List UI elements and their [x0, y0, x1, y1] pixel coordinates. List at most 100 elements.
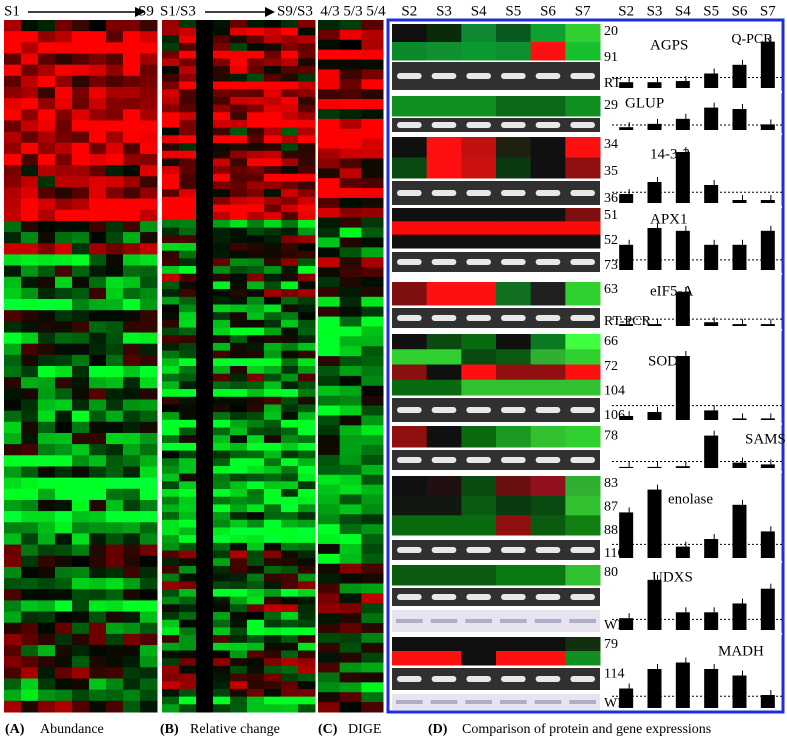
- gel-band: [432, 315, 457, 321]
- heat-cell: [281, 466, 299, 474]
- heat-cell: [55, 701, 73, 713]
- heat-cell: [531, 380, 566, 396]
- heat-cell: [298, 497, 316, 505]
- heat-cell: [340, 564, 362, 574]
- heat-cell: [361, 623, 383, 633]
- heat-cell: [179, 389, 197, 397]
- heat-cell: [298, 420, 316, 428]
- heat-cell: [196, 128, 214, 136]
- heat-cell: [247, 43, 265, 51]
- heat-cell: [179, 228, 197, 236]
- heat-cell: [340, 99, 362, 109]
- heat-cell: [230, 650, 248, 658]
- heat-cell: [247, 89, 265, 97]
- heat-cell: [264, 205, 282, 213]
- heat-cell: [4, 243, 22, 255]
- gel: [392, 62, 600, 90]
- heat-cell: [55, 388, 73, 400]
- heat-cell: [298, 212, 316, 220]
- heat-cell: [213, 504, 231, 512]
- heat-cell: [21, 377, 39, 389]
- heat-cell: [123, 243, 141, 255]
- heat-cell: [72, 154, 90, 166]
- heat-cell: [213, 489, 231, 497]
- heat-cell: [4, 143, 22, 155]
- wb-band: [535, 619, 562, 623]
- heat-cell: [179, 266, 197, 274]
- heat-cell: [230, 312, 248, 320]
- heat-cell: [55, 355, 73, 367]
- heat-cell: [179, 527, 197, 535]
- row-label: 72: [604, 359, 618, 374]
- heat-cell: [281, 481, 299, 489]
- gel-band: [397, 547, 422, 553]
- heat-cell: [213, 374, 231, 382]
- heat-cell: [140, 578, 158, 590]
- heat-cell: [123, 511, 141, 523]
- heat-cell: [72, 411, 90, 423]
- heat-cell: [361, 425, 383, 435]
- heat-cell: [89, 422, 107, 434]
- heat-cell: [213, 258, 231, 266]
- heat-cell: [21, 165, 39, 177]
- heat-cell: [4, 366, 22, 378]
- heat-cell: [123, 355, 141, 367]
- heat-cell: [247, 58, 265, 66]
- heat-cell: [213, 566, 231, 574]
- heat-cell: [123, 199, 141, 211]
- heat-cell: [38, 266, 56, 278]
- heat-cell: [340, 653, 362, 663]
- heat-cell: [162, 74, 180, 82]
- heat-cell: [106, 366, 124, 378]
- heat-cell: [179, 220, 197, 228]
- heat-cell: [106, 567, 124, 579]
- wb-band: [500, 700, 527, 704]
- heat-cell: [179, 120, 197, 128]
- heat-cell: [213, 366, 231, 374]
- heat-cell: [298, 228, 316, 236]
- heat-cell: [72, 176, 90, 188]
- heat-cell: [213, 466, 231, 474]
- heat-cell: [4, 344, 22, 356]
- heat-cell: [123, 143, 141, 155]
- heat-cell: [281, 397, 299, 405]
- heat-cell: [162, 66, 180, 74]
- heat-cell: [264, 120, 282, 128]
- heat-cell: [106, 612, 124, 624]
- gel: [392, 450, 600, 470]
- heat-cell: [21, 612, 39, 624]
- heat-cell: [179, 428, 197, 436]
- bar: [733, 418, 747, 420]
- row-label: 83: [604, 476, 618, 491]
- heat-cell: [196, 43, 214, 51]
- heat-cell: [298, 681, 316, 689]
- heat-cell: [179, 343, 197, 351]
- row-label: 91: [604, 50, 618, 65]
- column-label: S6: [540, 3, 556, 19]
- heat-cell: [230, 266, 248, 274]
- bar: [733, 676, 747, 709]
- heat-cell: [361, 524, 383, 534]
- heat-cell: [123, 288, 141, 300]
- heat-cell: [106, 288, 124, 300]
- heat-cell: [162, 343, 180, 351]
- heat-cell: [230, 374, 248, 382]
- heat-cell: [123, 545, 141, 557]
- heat-cell: [247, 366, 265, 374]
- heat-cell: [179, 143, 197, 151]
- heat-cell: [213, 82, 231, 90]
- heat-cell: [318, 287, 340, 297]
- row-label: 51: [604, 208, 618, 223]
- heat-cell: [281, 274, 299, 282]
- heat-cell: [162, 527, 180, 535]
- heat-cell: [162, 674, 180, 682]
- heat-cell: [361, 307, 383, 317]
- heat-cell: [318, 682, 340, 692]
- heat-cell: [55, 422, 73, 434]
- heat-cell: [247, 328, 265, 336]
- heat-cell: [140, 679, 158, 691]
- heat-cell: [361, 208, 383, 218]
- heat-cell: [21, 344, 39, 356]
- heat-cell: [298, 343, 316, 351]
- heat-cell: [55, 120, 73, 132]
